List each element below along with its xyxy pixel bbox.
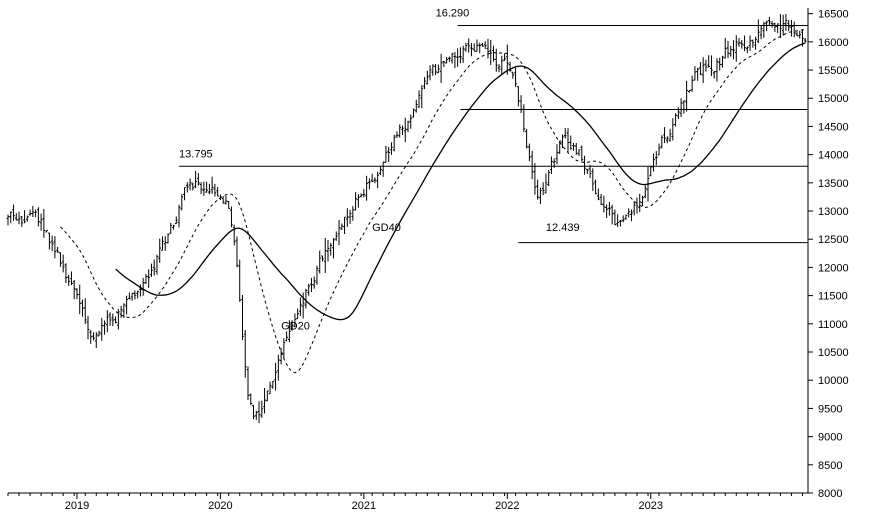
y-tick-label: 14500 xyxy=(818,121,849,133)
y-tick-label: 13000 xyxy=(818,206,849,218)
label-13795: 13.795 xyxy=(179,148,213,160)
y-tick-label: 12000 xyxy=(818,262,849,274)
x-tick-label: 2020 xyxy=(208,500,232,512)
label-gd40: GD40 xyxy=(372,222,401,234)
y-tick-label: 11500 xyxy=(818,291,848,303)
label-gd20: GD20 xyxy=(281,320,310,332)
y-tick-label: 16000 xyxy=(818,37,849,49)
x-tick-label: 2019 xyxy=(65,500,89,512)
y-tick-label: 11000 xyxy=(818,319,848,331)
y-tick-label: 8500 xyxy=(818,460,842,472)
y-tick-label: 13500 xyxy=(818,178,849,190)
x-tick-label: 2023 xyxy=(639,500,663,512)
y-tick-label: 15000 xyxy=(818,93,849,105)
label-16290: 16.290 xyxy=(436,7,470,19)
x-tick-label: 2022 xyxy=(495,500,519,512)
x-tick-label: 2021 xyxy=(352,500,376,512)
y-tick-label: 9000 xyxy=(818,432,842,444)
y-tick-label: 10500 xyxy=(818,347,849,359)
ohlc-chart: 8000 8500 9000 9500 10000 10500 11000 11500 1200… xyxy=(0,0,874,515)
y-tick-label: 9500 xyxy=(818,403,842,415)
y-tick-label: 15500 xyxy=(818,65,849,77)
chart-svg: 8000 8500 9000 9500 10000 10500 11000 11500 1200… xyxy=(0,0,874,515)
y-tick-label: 12500 xyxy=(818,234,849,246)
y-tick-label: 14000 xyxy=(818,150,849,162)
label-12439: 12.439 xyxy=(546,222,580,234)
y-tick-label: 10000 xyxy=(818,375,849,387)
y-tick-label: 8000 xyxy=(818,488,842,500)
y-tick-label: 16500 xyxy=(818,9,849,21)
